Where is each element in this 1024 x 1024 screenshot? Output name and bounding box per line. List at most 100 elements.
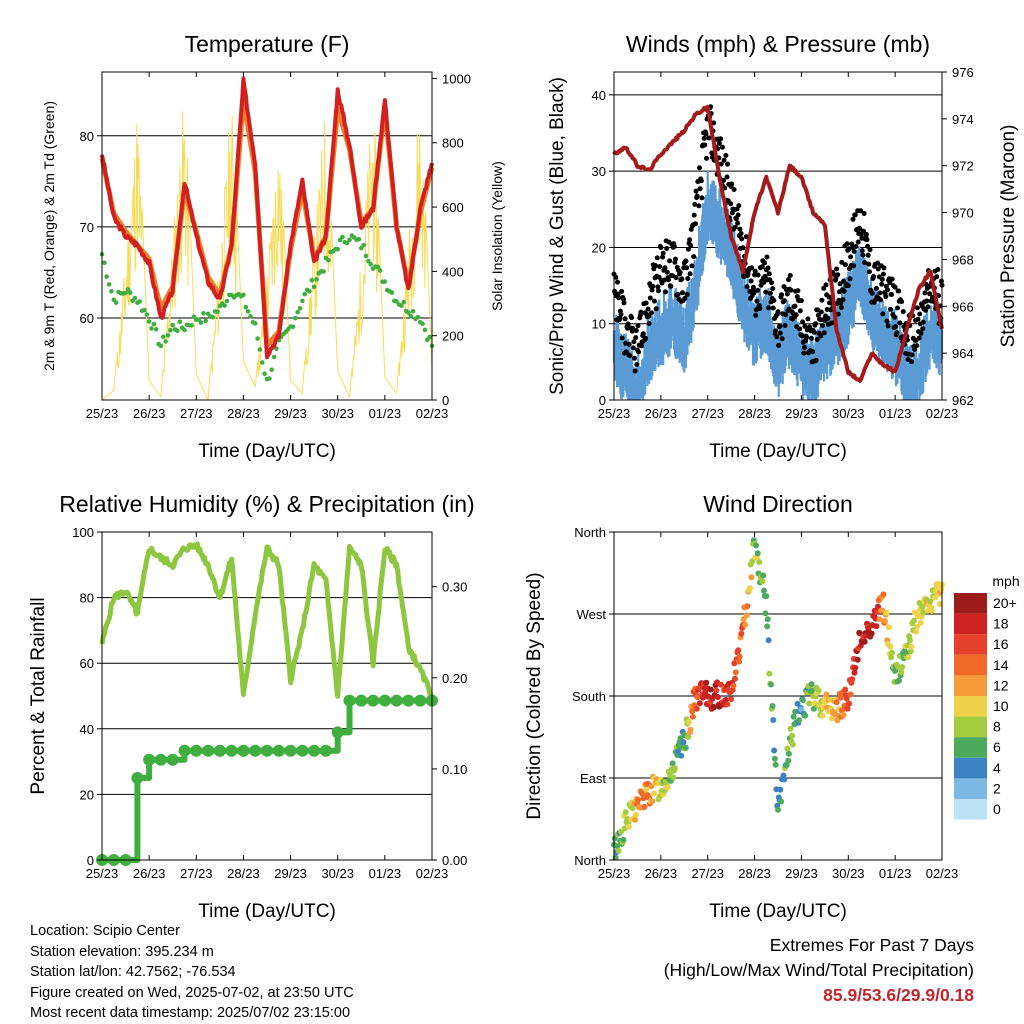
wind-gust-point	[916, 335, 922, 341]
speed-scale-swatch	[954, 696, 987, 717]
precipitation-point	[249, 744, 262, 757]
wind-gust-point	[884, 318, 890, 324]
wind-gust-point	[666, 277, 671, 283]
wind-gust-point	[820, 323, 825, 328]
y-tick-label-2: 60	[80, 656, 94, 671]
wind-gust-point	[684, 291, 690, 297]
wind-gust-point	[769, 280, 775, 286]
wind-gust-point	[613, 274, 619, 280]
dewpoint-point	[347, 237, 352, 243]
dewpoint-point	[177, 319, 183, 325]
wind-direction-point	[905, 654, 912, 661]
wind-gust-point	[731, 187, 737, 192]
wind-direction-point	[907, 648, 914, 655]
wind-gust-point	[719, 144, 725, 150]
x-tick-label-0: 02/23	[416, 406, 449, 421]
wind-gust-point	[797, 326, 803, 332]
wind-direction-point	[614, 843, 621, 850]
wind-gust-point	[735, 220, 741, 226]
wind-gust-point	[773, 328, 779, 334]
wind-direction-point	[685, 734, 692, 741]
wind-direction-point	[760, 587, 767, 594]
wind-direction-point	[914, 623, 920, 630]
wind-gust-point	[813, 357, 819, 363]
wind-gust-point	[739, 236, 745, 242]
wind-gust-point	[618, 311, 624, 317]
dewpoint-point	[309, 277, 315, 283]
wind-direction-point	[611, 835, 618, 842]
wind-direction-point	[732, 675, 738, 682]
wind-gust-point	[762, 273, 768, 279]
wind-gust-point	[863, 231, 869, 237]
wind-gust-point	[701, 135, 707, 141]
wind-gust-point	[801, 350, 807, 356]
wind-gust-point	[761, 279, 767, 285]
speed-scale-swatch	[954, 757, 987, 779]
wind-gust-point	[615, 279, 620, 285]
wind-gust-point	[909, 359, 914, 365]
wind-gust-point	[750, 284, 756, 290]
x-tick-label-0: 28/23	[227, 406, 260, 421]
wind-gust-point	[840, 297, 846, 303]
dewpoint-point	[255, 336, 260, 341]
wind-gust-point	[658, 245, 664, 250]
wind-gust-point	[770, 286, 776, 292]
wind-gust-point	[679, 276, 685, 282]
wind-direction-point	[736, 653, 743, 660]
wind-direction-point	[696, 700, 703, 707]
wind-gust-point	[801, 345, 807, 350]
wind-direction-point	[839, 707, 845, 714]
x-tick-label-1: 28/23	[738, 406, 771, 421]
speed-scale-label: 6	[993, 739, 1001, 755]
x-tick-label-3: 26/23	[645, 866, 678, 881]
dewpoint-point	[104, 274, 109, 279]
wind-gust-point	[692, 201, 698, 207]
wind-direction-point	[932, 594, 938, 601]
wind-gust-point	[864, 237, 870, 243]
wind-gust-point	[655, 284, 661, 290]
wind-gust-point	[881, 265, 887, 271]
wind-gust-point	[787, 273, 793, 278]
created-text: Figure created on Wed, 2025-07-02, at 23…	[30, 984, 354, 1001]
wind-direction-point	[724, 701, 731, 708]
wind-direction-point	[760, 572, 767, 579]
wind-gust-point	[663, 289, 668, 295]
wind-gust-point	[865, 252, 871, 258]
wind-gust-point	[915, 316, 921, 322]
wind-gust-point	[834, 266, 840, 272]
solar-insolation-line	[101, 111, 433, 401]
precipitation-point	[378, 694, 391, 707]
wind-gust-point	[802, 323, 808, 329]
extremes-box: Extremes For Past 7 Days (High/Low/Max W…	[664, 933, 974, 1008]
wind-gust-point	[835, 311, 841, 317]
wind-gust-point	[795, 288, 801, 294]
precipitation-point	[190, 744, 203, 757]
wind-direction-point	[910, 617, 917, 624]
wind-gust-point	[912, 347, 917, 352]
wind-gust-point	[653, 306, 659, 312]
wind-gust-point	[625, 321, 631, 327]
wind-gust-point	[866, 269, 872, 275]
wind-direction-point	[675, 748, 681, 755]
x-tick-label-1: 25/23	[598, 406, 631, 421]
wind-gust-point	[630, 325, 636, 331]
dewpoint-point	[311, 284, 317, 290]
speed-scale-swatch	[954, 737, 987, 758]
wind-direction-point	[785, 757, 792, 764]
wind-gust-point	[914, 305, 920, 311]
dewpoint-point	[326, 257, 331, 263]
dewpoint-point	[125, 287, 131, 292]
extremes-title: Extremes For Past 7 Days	[769, 935, 974, 955]
wind-direction-point	[908, 643, 915, 650]
station-info: Location: Scipio Center Station elevatio…	[30, 921, 354, 1024]
x-tick-label-3: 28/23	[738, 866, 771, 881]
wind-gust-point	[858, 208, 864, 214]
wind-direction-point	[768, 681, 774, 688]
wind-gust-point	[885, 287, 890, 293]
x-tick-label-0: 26/23	[133, 406, 166, 421]
dewpoint-point	[302, 291, 308, 297]
plot-frame-2	[101, 531, 433, 861]
wind-gust-point	[693, 188, 699, 194]
speed-scale-unit: mph	[992, 573, 1019, 589]
